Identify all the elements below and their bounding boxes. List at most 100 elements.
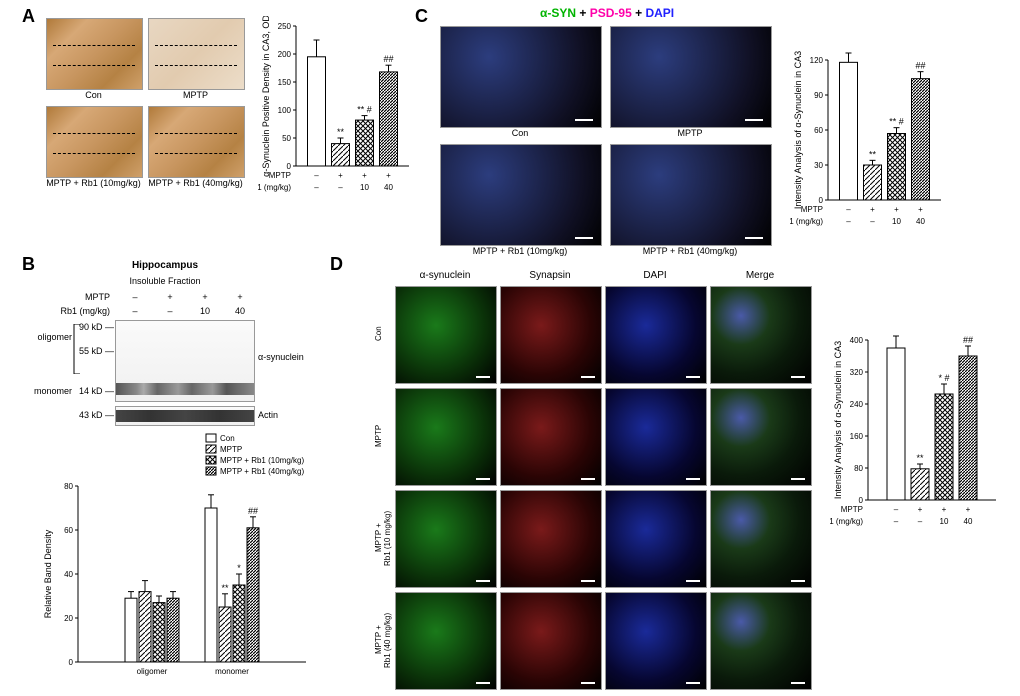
panelC-hdr-plus2: + bbox=[635, 6, 645, 20]
svg-text:–: – bbox=[894, 517, 899, 526]
panelB-hdr-rb1-3: 40 bbox=[225, 306, 255, 316]
panelC-img-con bbox=[440, 26, 602, 128]
panel-label-a: A bbox=[22, 6, 35, 27]
svg-text:MPTP + Rb1 (40mg/kg): MPTP + Rb1 (40mg/kg) bbox=[220, 467, 304, 476]
svg-text:Intensity Analysis of α-Synucl: Intensity Analysis of α-Synuclein in CA3 bbox=[793, 51, 803, 209]
panel-label-c: C bbox=[415, 6, 428, 27]
panelB-side-oligo: oligomer bbox=[20, 332, 72, 342]
figure-root: A B C D Con MPTP MPTP + Rb1 (10mg/kg) MP… bbox=[0, 0, 1020, 696]
svg-text:**: ** bbox=[916, 453, 924, 463]
panelD-img-r1-c0 bbox=[395, 388, 497, 486]
panelB-side-mono: monomer bbox=[20, 386, 72, 396]
panelD-img-r2-c1 bbox=[500, 490, 602, 588]
panelB-hdr-mptp-label: MPTP bbox=[50, 292, 110, 302]
panelB-side-actin: Actin bbox=[258, 410, 318, 420]
svg-text:**: ** bbox=[221, 583, 229, 593]
svg-text:+: + bbox=[894, 205, 899, 214]
svg-text:** #: ** # bbox=[889, 117, 904, 127]
svg-text:** #: ** # bbox=[357, 105, 372, 115]
svg-text:20: 20 bbox=[64, 614, 73, 623]
panelC-cap-con: Con bbox=[440, 128, 600, 138]
svg-text:240: 240 bbox=[850, 400, 864, 409]
panelB-hdr-rb1-0: – bbox=[120, 306, 150, 316]
panelD-img-r3-c2 bbox=[605, 592, 707, 690]
panelB-subtitle: Insoluble Fraction bbox=[100, 276, 230, 286]
panelD-img-r3-c3 bbox=[710, 592, 812, 690]
svg-text:80: 80 bbox=[64, 482, 73, 491]
svg-text:–: – bbox=[314, 171, 319, 180]
panelD-img-r3-c1 bbox=[500, 592, 602, 690]
svg-text:+: + bbox=[386, 171, 391, 180]
panelA-cap-rb1-10: MPTP + Rb1 (10mg/kg) bbox=[46, 178, 141, 188]
svg-text:200: 200 bbox=[278, 50, 292, 59]
svg-text:250: 250 bbox=[278, 22, 292, 31]
svg-text:100: 100 bbox=[278, 106, 292, 115]
svg-text:150: 150 bbox=[278, 78, 292, 87]
panelC-hdr-asyn: α-SYN bbox=[540, 6, 576, 20]
panelB-hdr-mptp-3: + bbox=[225, 292, 255, 302]
svg-text:+: + bbox=[870, 205, 875, 214]
panelB-hdr-mptp-2: + bbox=[190, 292, 220, 302]
svg-text:–: – bbox=[918, 517, 923, 526]
svg-text:##: ## bbox=[248, 506, 258, 516]
svg-text:40: 40 bbox=[64, 570, 73, 579]
panelD-chart: 080160240320400Intensity Analysis of α-S… bbox=[830, 330, 1000, 540]
svg-text:0: 0 bbox=[819, 196, 824, 205]
svg-text:Rb1 (mg/kg): Rb1 (mg/kg) bbox=[790, 217, 823, 226]
svg-text:MPTP: MPTP bbox=[841, 505, 863, 514]
svg-text:MPTP: MPTP bbox=[801, 205, 823, 214]
panelD-img-r1-c2 bbox=[605, 388, 707, 486]
svg-text:monomer: monomer bbox=[215, 667, 249, 676]
panelA-img-mptp bbox=[148, 18, 245, 90]
svg-text:+: + bbox=[918, 205, 923, 214]
svg-text:+: + bbox=[338, 171, 343, 180]
svg-text:MPTP + Rb1 (10mg/kg): MPTP + Rb1 (10mg/kg) bbox=[220, 456, 304, 465]
svg-text:40: 40 bbox=[964, 517, 973, 526]
svg-text:MPTP: MPTP bbox=[269, 171, 291, 180]
svg-text:–: – bbox=[338, 183, 343, 192]
panelB-mw-14: 14 kD — bbox=[74, 386, 114, 396]
svg-text:40: 40 bbox=[916, 217, 925, 226]
svg-text:10: 10 bbox=[360, 183, 369, 192]
svg-text:##: ## bbox=[963, 335, 973, 345]
svg-text:–: – bbox=[314, 183, 319, 192]
svg-text:Con: Con bbox=[220, 434, 235, 443]
svg-text:–: – bbox=[870, 217, 875, 226]
panelD-rowhdr-0: Con bbox=[374, 286, 390, 382]
panelA-img-con bbox=[46, 18, 143, 90]
svg-text:Rb1 (mg/kg): Rb1 (mg/kg) bbox=[258, 183, 291, 192]
panelC-img-rb1-10 bbox=[440, 144, 602, 246]
svg-text:160: 160 bbox=[850, 432, 864, 441]
panel-label-d: D bbox=[330, 254, 343, 275]
svg-text:Rb1 (mg/kg): Rb1 (mg/kg) bbox=[830, 517, 863, 526]
svg-text:Intensity Analysis of α-Synucl: Intensity Analysis of α-Synuclein in CA3 bbox=[833, 341, 843, 499]
panelD-rowhdr-2: MPTP + Rb1 (10 mg/kg) bbox=[374, 490, 390, 586]
svg-text:**: ** bbox=[869, 149, 877, 159]
svg-text:40: 40 bbox=[384, 183, 393, 192]
svg-text:50: 50 bbox=[282, 134, 291, 143]
panelB-blot-actin bbox=[115, 406, 255, 426]
svg-text:60: 60 bbox=[64, 526, 73, 535]
svg-text:+: + bbox=[942, 505, 947, 514]
svg-text:30: 30 bbox=[814, 161, 823, 170]
panel-label-b: B bbox=[22, 254, 35, 275]
panelD-img-r2-c2 bbox=[605, 490, 707, 588]
svg-text:Relative Band Density: Relative Band Density bbox=[43, 529, 53, 618]
svg-text:60: 60 bbox=[814, 126, 823, 135]
svg-text:**: ** bbox=[337, 127, 345, 137]
panelD-colhdr-0: α-synuclein bbox=[395, 270, 495, 281]
panelB-hdr-rb1-2: 10 bbox=[190, 306, 220, 316]
panelD-img-r1-c3 bbox=[710, 388, 812, 486]
panelB-title: Hippocampus bbox=[100, 260, 230, 271]
panelC-img-rb1-40 bbox=[610, 144, 772, 246]
panelD-img-r2-c3 bbox=[710, 490, 812, 588]
panelB-hdr-mptp-1: + bbox=[155, 292, 185, 302]
panelD-colhdr-3: Merge bbox=[710, 270, 810, 281]
panelB-blot-asyn bbox=[115, 320, 255, 402]
panelA-chart: 050100150200250α-Synuclein Positive Dens… bbox=[258, 16, 413, 206]
panelC-hdr-psd: PSD-95 bbox=[590, 6, 632, 20]
svg-text:–: – bbox=[846, 205, 851, 214]
panelC-hdr-dapi: DAPI bbox=[645, 6, 674, 20]
panelD-img-r0-c1 bbox=[500, 286, 602, 384]
svg-text:90: 90 bbox=[814, 91, 823, 100]
